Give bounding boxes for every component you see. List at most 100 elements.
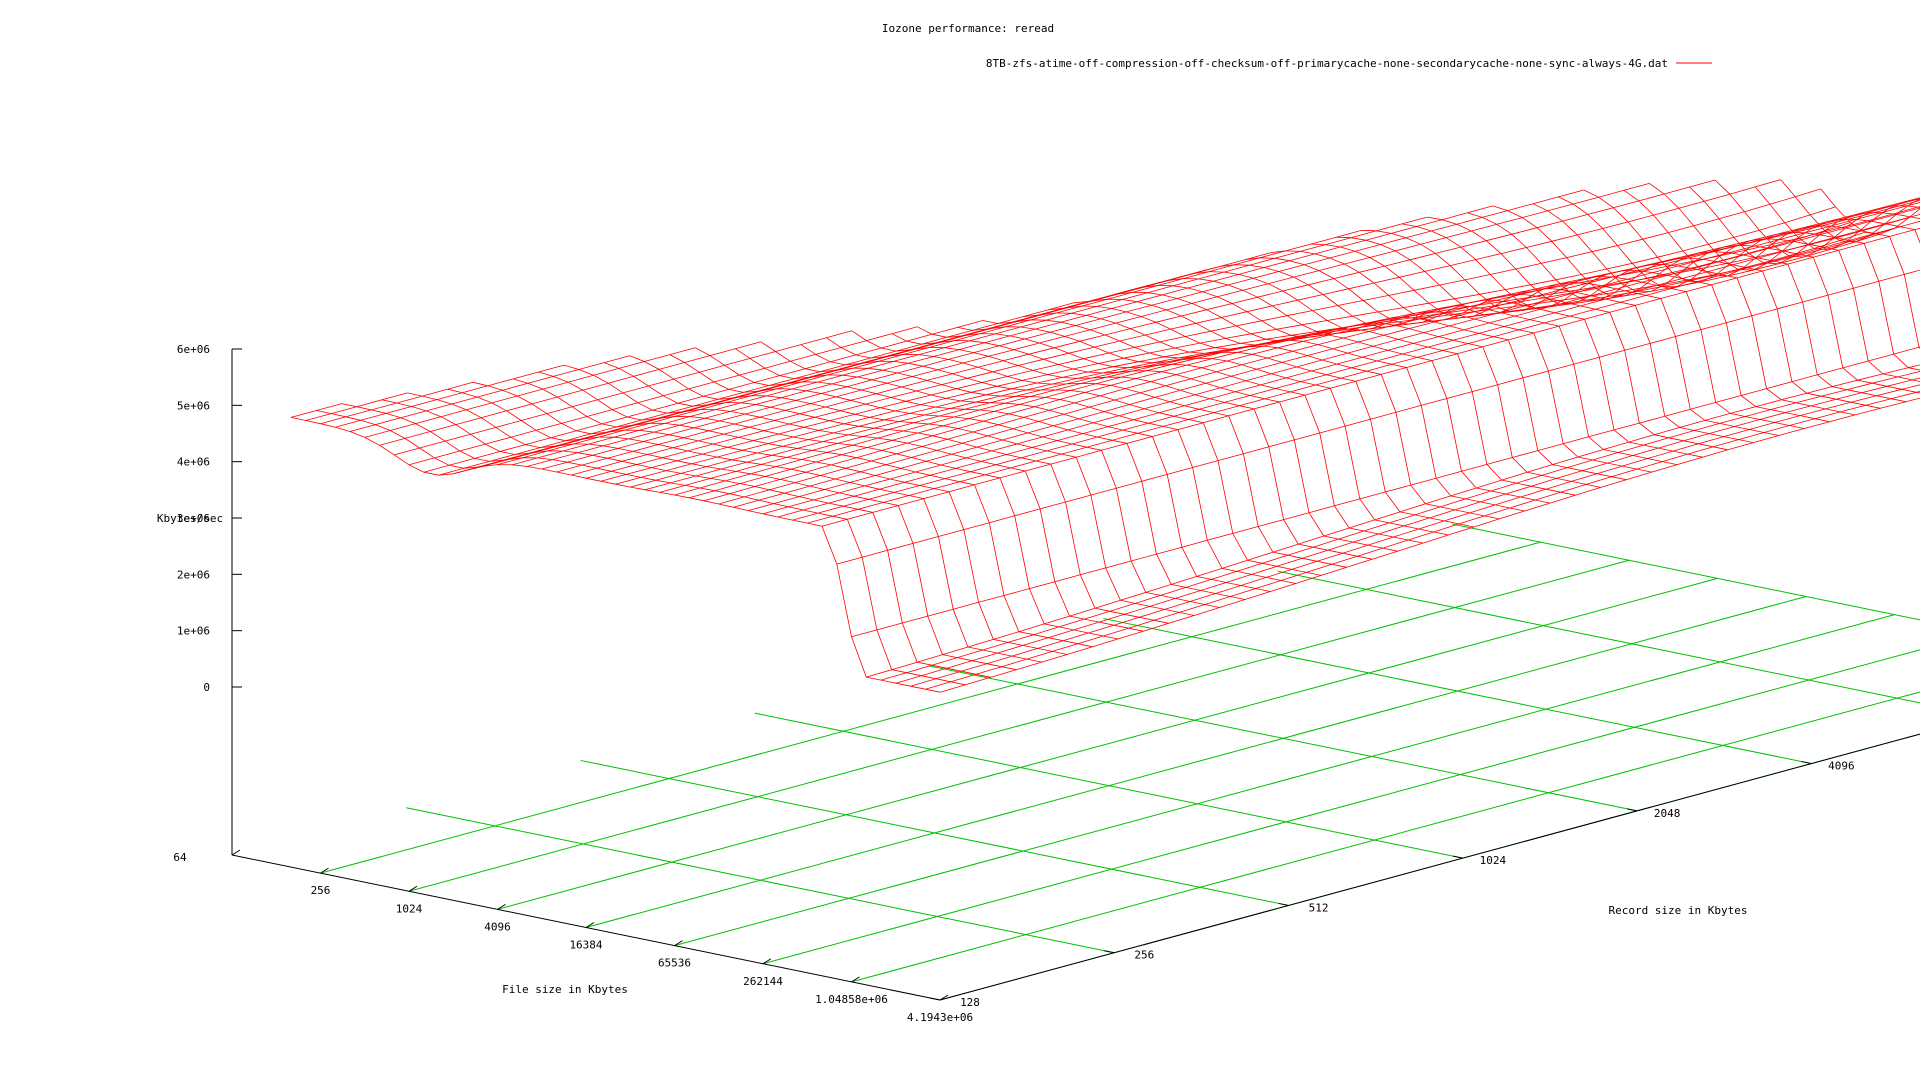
- z-tick-label: 0: [203, 681, 210, 694]
- surface-mesh-line: [836, 269, 1920, 565]
- x-tick-label: 262144: [743, 975, 783, 988]
- surface-mesh-line: [669, 354, 1246, 600]
- legend: 8TB-zfs-atime-off-compression-off-checks…: [986, 57, 1712, 70]
- z-axis-ticks: 0 1e+06 2e+06 3e+06 4e+06 5e+06 6e+06: [177, 343, 242, 694]
- x-tick-label: 64: [173, 851, 187, 864]
- x-tick-mark: [585, 922, 595, 928]
- base-grid-line-y: [754, 712, 1463, 859]
- surface-mesh-line: [364, 347, 696, 438]
- surface-mesh-line: [513, 378, 1118, 640]
- surface-mesh-line: [957, 319, 1474, 528]
- surface-mesh-line: [1073, 291, 1576, 496]
- z-tick-label: 6e+06: [177, 343, 210, 356]
- surface-mesh-line: [571, 179, 1716, 476]
- surface-mesh-line: [1245, 257, 1703, 458]
- x-tick-label: 16384: [569, 939, 602, 952]
- y-tick-mark: [1452, 855, 1463, 859]
- surface-mesh-line: [760, 341, 1322, 576]
- surface-mesh-line: [1754, 186, 1920, 251]
- x-tick-mark: [762, 958, 772, 965]
- base-grid-line-y: [1451, 523, 1920, 621]
- base-grid-line-x: [585, 596, 1807, 928]
- x-axis-label: File size in Kbytes: [502, 983, 628, 996]
- surface-mesh-line: [1179, 271, 1652, 473]
- surface-mesh-line: [880, 371, 1920, 681]
- surface-mesh-line: [800, 344, 1347, 568]
- y-tick-label: 1024: [1480, 854, 1507, 867]
- y-tick-label: 2048: [1654, 807, 1681, 820]
- surface-mesh-line: [1583, 189, 1920, 371]
- surface-mesh-line: [1780, 179, 1920, 243]
- y-tick-mark: [1801, 761, 1812, 765]
- surface-mesh-line: [1205, 264, 1678, 465]
- surface-mesh-line: [1270, 250, 1728, 451]
- x-tick-label: 256: [311, 884, 331, 897]
- surface-mesh-line: [1714, 179, 1920, 258]
- surface-mesh-line: [472, 381, 1093, 648]
- z-tick-label: 4e+06: [177, 456, 210, 469]
- base-grid-line-x: [762, 649, 1920, 965]
- y-axis-label: Record size in Kbytes: [1608, 904, 1747, 917]
- base-grid: [320, 523, 1920, 1001]
- surface-mesh-line: [538, 371, 1144, 632]
- surface-mesh-line: [1558, 196, 1920, 382]
- surface-mesh: [290, 179, 1920, 693]
- z-tick-label: 2e+06: [177, 568, 210, 581]
- y-axis-ticks: 128256512102420484096819216384: [929, 760, 1855, 1009]
- surface-mesh-line: [1023, 305, 1525, 512]
- surface-mesh-line: [379, 341, 761, 446]
- surface-mesh-line: [851, 330, 1398, 552]
- chart-title: Iozone performance: reread: [882, 22, 1054, 35]
- z-axis-label: Kbytes/sec: [157, 512, 223, 525]
- y-axis-line: [939, 733, 1920, 1001]
- surface-mesh-line: [826, 337, 1373, 560]
- legend-entry-label: 8TB-zfs-atime-off-compression-off-checks…: [986, 57, 1668, 70]
- surface-mesh-line: [821, 227, 1920, 527]
- base-grid-line-x: [939, 733, 1920, 1001]
- surface-mesh-line: [1492, 205, 1906, 403]
- surface-mesh-line: [1467, 212, 1881, 409]
- axes: [231, 349, 1920, 1001]
- surface-mesh-line: [541, 189, 1584, 470]
- surface-mesh-line: [733, 197, 1920, 508]
- surface-mesh-line: [891, 333, 1423, 544]
- y-tick-label: 256: [1134, 949, 1154, 962]
- surface-mesh-line: [1310, 243, 1754, 443]
- surface-mesh-line: [1532, 203, 1920, 394]
- surface-mesh-line: [349, 355, 630, 432]
- base-grid-line-y: [406, 807, 1115, 954]
- y-tick-label: 512: [1309, 901, 1329, 914]
- surface-mesh-line: [1336, 236, 1779, 436]
- surface-mesh-line: [1401, 223, 1830, 423]
- base-grid-line-y: [1103, 618, 1812, 765]
- surface-mesh-line: [1361, 229, 1805, 429]
- x-tick-label: 4.1943e+06: [907, 1011, 973, 1024]
- x-tick-label: 1024: [396, 902, 423, 915]
- surface-mesh-line: [447, 388, 1068, 655]
- x-tick-mark: [939, 994, 949, 1001]
- surface-mesh-line: [335, 364, 565, 428]
- y-tick-label: 4096: [1828, 760, 1855, 773]
- x-tick-mark: [674, 940, 683, 947]
- x-tick-mark: [851, 976, 860, 983]
- surface-mesh-line: [438, 302, 1075, 476]
- x-tick-label: 1.04858e+06: [815, 993, 888, 1006]
- surface-mesh-line: [1623, 189, 1920, 349]
- surface-mesh-line: [585, 179, 1781, 479]
- z-tick-label: 3e+06: [177, 512, 210, 525]
- surface-mesh-line: [341, 403, 991, 678]
- surface-mesh-line: [735, 348, 1296, 584]
- y-tick-mark: [929, 997, 941, 1001]
- surface-mesh-line: [629, 355, 1220, 608]
- x-axis-ticks: 64 256 1024 4096 16384 65536 262144 1.04858e+06…: [173, 849, 973, 1024]
- surface-mesh-line: [1139, 278, 1627, 481]
- surface-mesh-line: [316, 410, 966, 686]
- surface-mesh-line: [563, 364, 1169, 624]
- y-tick-mark: [1104, 950, 1115, 954]
- x-tick-mark: [320, 867, 329, 874]
- base-grid-line-y: [1277, 570, 1920, 704]
- surface-mesh-line: [556, 183, 1650, 473]
- z-tick-label: 1e+06: [177, 625, 210, 638]
- surface-mesh-line: [407, 392, 1042, 663]
